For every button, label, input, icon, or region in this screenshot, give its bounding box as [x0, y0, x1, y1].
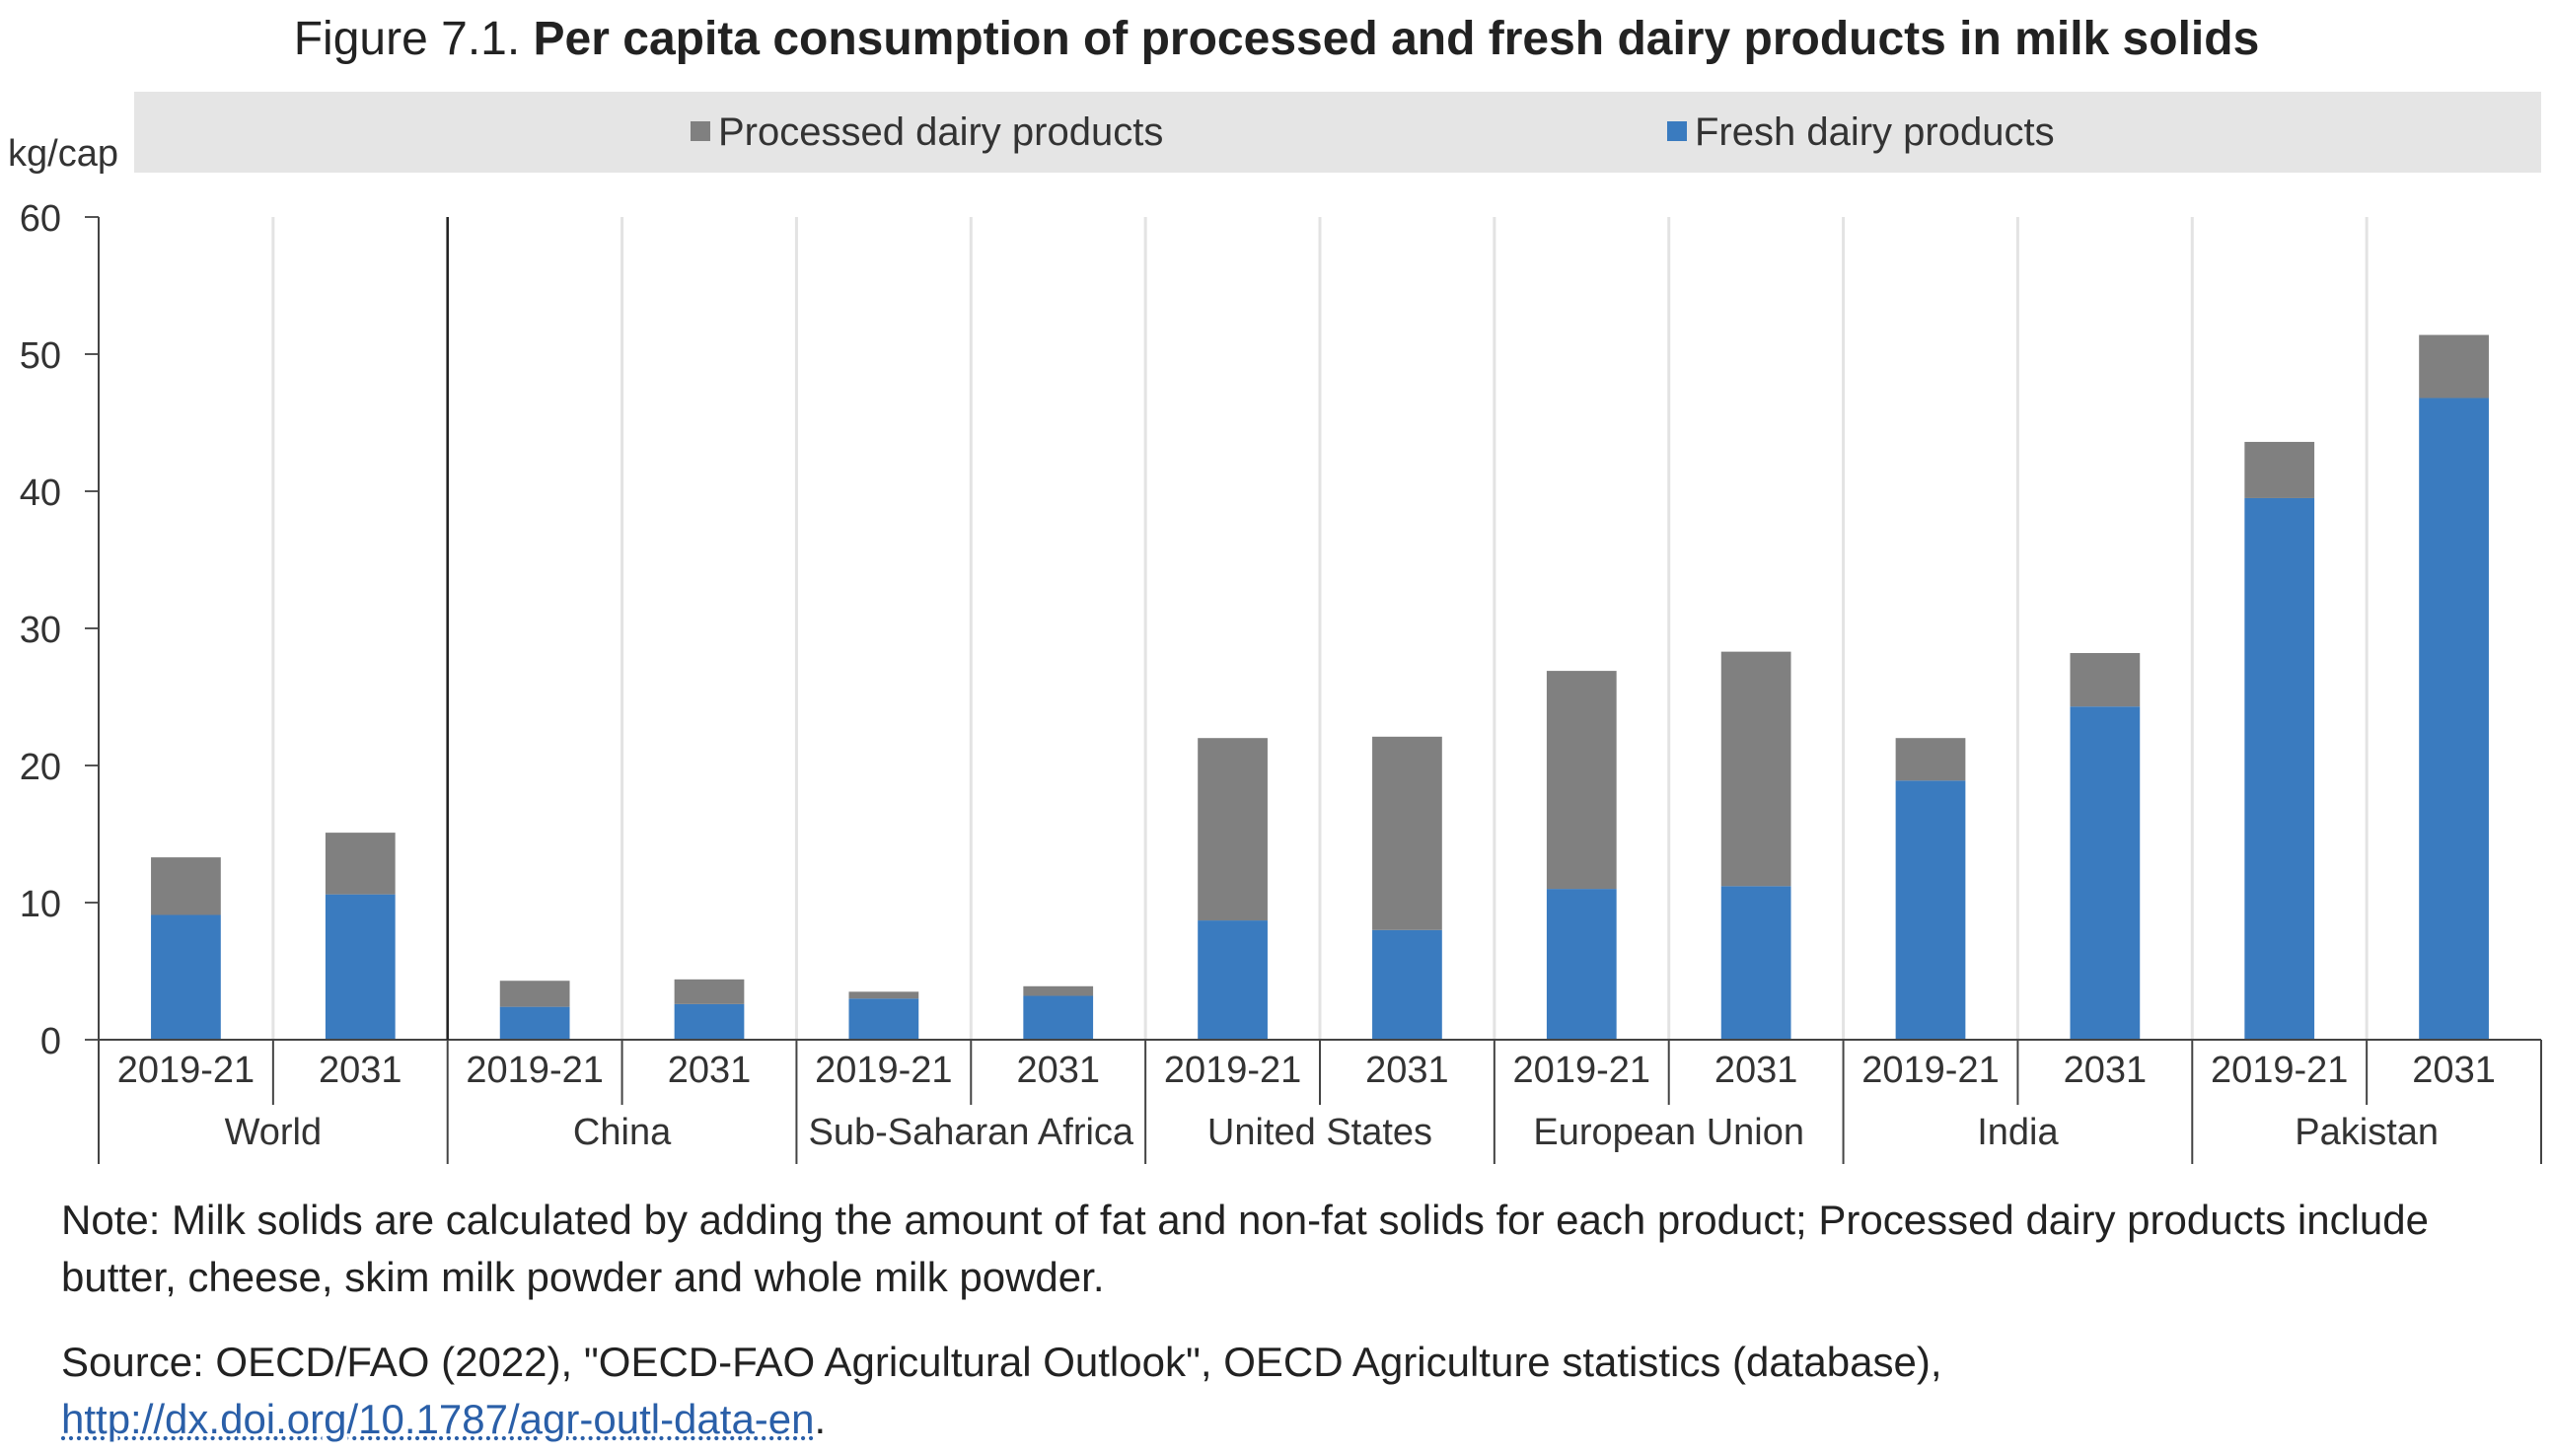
- figure-heading: Per capita consumption of processed and …: [533, 13, 2260, 65]
- bar-processed: [848, 991, 919, 999]
- figure-number: Figure 7.1.: [293, 13, 521, 65]
- bar-fresh: [848, 998, 919, 1040]
- legend: Processed dairy products Fresh dairy prod…: [134, 92, 2541, 173]
- source-link[interactable]: http://dx.doi.org/10.1787/agr-outl-data-…: [61, 1396, 815, 1442]
- group-label: United States: [1207, 1112, 1432, 1153]
- y-tick-label: 50: [20, 335, 61, 377]
- x-tick-label: 2019-21: [117, 1050, 255, 1091]
- legend-label: Processed dairy products: [718, 110, 1163, 154]
- axes: kg/cap 0 10 20 30 40 50 60 2019-21 2031 World 2019-…: [8, 133, 2542, 1164]
- y-tick-label: 20: [20, 747, 61, 788]
- y-tick-label: 30: [20, 610, 61, 651]
- legend-swatch: [1667, 121, 1687, 141]
- x-tick-label: 2019-21: [466, 1050, 603, 1091]
- x-tick-label: 2031: [1016, 1050, 1100, 1091]
- chart-note: Note: Milk solids are calculated by addi…: [61, 1197, 2430, 1300]
- bar-fresh: [2419, 398, 2489, 1041]
- bar-fresh: [1720, 886, 1791, 1040]
- y-tick-label: 10: [20, 884, 61, 925]
- bar-processed: [674, 979, 745, 1004]
- source-period: .: [814, 1396, 827, 1442]
- bar-processed: [1720, 651, 1791, 887]
- bar-fresh: [325, 894, 396, 1040]
- x-tick-label: 2019-21: [2211, 1050, 2348, 1091]
- bar-processed: [325, 833, 396, 895]
- bar-processed: [2419, 334, 2489, 399]
- x-tick-label: 2031: [668, 1050, 752, 1091]
- x-tick-label: 2031: [319, 1050, 402, 1091]
- x-tick-label: 2031: [2412, 1050, 2496, 1091]
- x-tick-label: 2019-21: [815, 1050, 952, 1091]
- y-tick-label: 60: [20, 198, 61, 240]
- bar-fresh: [2244, 497, 2315, 1040]
- group-label: European Union: [1533, 1112, 1804, 1153]
- bar-fresh: [499, 1006, 570, 1040]
- bar-fresh: [1895, 780, 1966, 1040]
- bars: [151, 334, 2489, 1041]
- bar-fresh: [1023, 995, 1094, 1040]
- legend-label: Fresh dairy products: [1695, 110, 2055, 154]
- group-label: China: [573, 1112, 672, 1153]
- x-tick-label: 2019-21: [1861, 1050, 1999, 1091]
- bar-processed: [151, 857, 221, 915]
- y-axis-label: kg/cap: [8, 133, 118, 175]
- x-tick-label: 2019-21: [1513, 1050, 1650, 1091]
- y-tick-label: 40: [20, 473, 61, 514]
- bar-processed: [1198, 738, 1268, 921]
- group-label: India: [1977, 1112, 2059, 1153]
- legend-band: [134, 92, 2541, 173]
- bar-processed: [499, 981, 570, 1007]
- x-tick-label: 2031: [1365, 1050, 1449, 1091]
- gridlines: [271, 217, 2369, 1040]
- group-label: Sub-Saharan Africa: [809, 1112, 1134, 1153]
- group-label: World: [225, 1112, 323, 1153]
- bar-processed: [1546, 671, 1617, 890]
- bar-processed: [2244, 441, 2315, 498]
- bar-fresh: [1198, 920, 1268, 1040]
- bar-processed: [1023, 985, 1094, 996]
- chart-source: Source: OECD/FAO (2022), "OECD-FAO Agric…: [61, 1334, 2508, 1448]
- bar-fresh: [1546, 889, 1617, 1040]
- bar-processed: [2070, 653, 2141, 707]
- bar-fresh: [2070, 706, 2141, 1040]
- source-text: Source: OECD/FAO (2022), "OECD-FAO Agric…: [61, 1339, 1942, 1385]
- bar-processed: [1895, 738, 1966, 781]
- x-tick-label: 2031: [2064, 1050, 2148, 1091]
- y-tick-label: 0: [40, 1021, 61, 1062]
- x-tick-label: 2031: [1714, 1050, 1798, 1091]
- bar-fresh: [151, 914, 221, 1040]
- legend-swatch: [691, 121, 710, 141]
- bar-processed: [1372, 736, 1442, 930]
- bar-fresh: [1372, 929, 1442, 1040]
- x-tick-label: 2019-21: [1164, 1050, 1301, 1091]
- figure-title: Figure 7.1. Per capita consumption of pr…: [0, 0, 2553, 79]
- stacked-bar-chart: Processed dairy products Fresh dairy prod…: [8, 92, 2542, 1164]
- group-label: Pakistan: [2295, 1112, 2439, 1153]
- bar-fresh: [674, 1003, 745, 1040]
